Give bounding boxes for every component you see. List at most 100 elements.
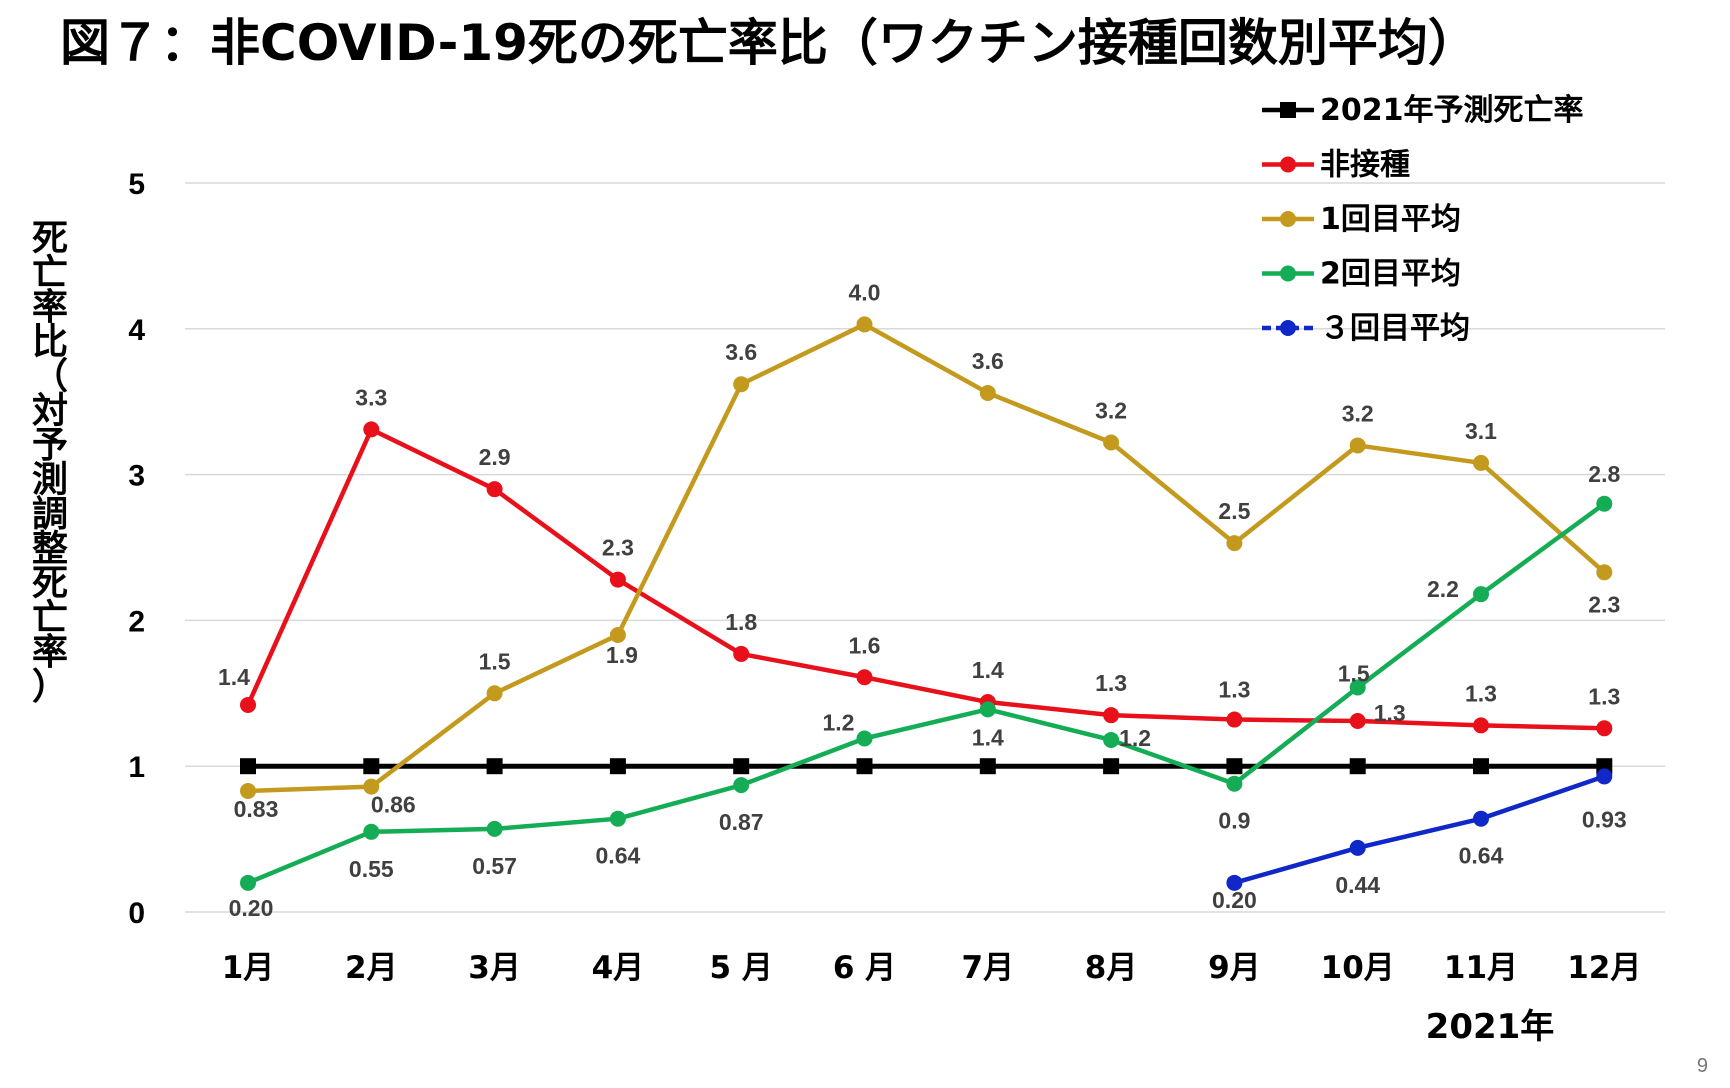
legend-marker — [1280, 320, 1296, 336]
series-lines — [240, 316, 1613, 891]
y-tick-label: 4 — [128, 314, 145, 347]
data-label: 0.83 — [234, 796, 279, 822]
data-label: 1.3 — [1374, 700, 1406, 726]
y-axis-label-char: 予 — [32, 425, 68, 466]
data-label: 2.8 — [1588, 461, 1620, 487]
x-tick-label: 1月 — [222, 950, 275, 986]
data-point — [363, 823, 380, 840]
data-point — [1596, 720, 1613, 737]
data-label: 0.93 — [1582, 806, 1627, 832]
data-label: 4.0 — [849, 279, 881, 305]
x-axis-label: 2021年 — [1426, 1007, 1555, 1047]
y-axis-label-char: 率 — [32, 287, 68, 328]
data-label: 1.9 — [606, 642, 638, 668]
data-point — [1103, 731, 1120, 748]
data-point — [1473, 717, 1489, 734]
x-tick-label: 7月 — [962, 950, 1015, 986]
y-axis-label-char: （ — [32, 356, 68, 397]
x-tick-label: 6 月 — [833, 950, 896, 986]
data-point — [609, 626, 626, 643]
data-point — [1473, 810, 1489, 827]
data-point — [1349, 713, 1366, 730]
legend-item: ３回目平均 — [1262, 311, 1470, 346]
series-line — [1233, 774, 1606, 886]
series-3 — [240, 495, 1613, 891]
data-label: 1.6 — [849, 632, 881, 658]
data-labels: 1.4 3.3 2.9 2.3 1.8 1.6 1.4 1.3 1.3 1.3 1.3 1.3 0.83… — [218, 279, 1627, 920]
data-label: 1.4 — [972, 657, 1004, 683]
data-point — [979, 384, 996, 401]
data-label: 2.3 — [1588, 591, 1620, 617]
series-line — [245, 427, 1605, 731]
y-axis-label-char: 調 — [32, 494, 68, 535]
data-label: 1.8 — [725, 609, 757, 635]
data-point — [733, 376, 750, 393]
data-label: 0.44 — [1335, 872, 1380, 898]
data-point — [1349, 758, 1366, 775]
legend-label: 1回目平均 — [1320, 202, 1461, 237]
data-point — [1103, 707, 1120, 724]
data-point — [486, 820, 503, 837]
data-point — [1226, 711, 1243, 728]
y-axis-label-char: 亡 — [32, 598, 68, 639]
x-tick-label: 4月 — [592, 950, 645, 986]
y-axis-ticks: 0 1 2 3 4 5 — [128, 168, 145, 930]
data-point — [609, 758, 626, 775]
x-axis-ticks: 1月 2月 3月 4月 5 月 6 月 7月 8月 9月 10月 11月 12月 — [222, 950, 1642, 986]
data-label: 3.2 — [1342, 400, 1374, 426]
y-tick-label: 3 — [128, 460, 145, 493]
x-tick-label: 2月 — [345, 950, 398, 986]
legend-item: 2回目平均 — [1262, 257, 1461, 292]
data-point — [1226, 535, 1243, 552]
page-number: 9 — [1697, 1055, 1708, 1077]
series-line — [247, 322, 1606, 794]
y-axis-label-char: ） — [32, 667, 68, 708]
data-point — [733, 758, 750, 775]
x-tick-label: 5 月 — [710, 950, 773, 986]
data-point — [856, 316, 873, 333]
x-tick-label: 11月 — [1444, 950, 1518, 986]
series-0 — [240, 758, 1613, 775]
data-point — [1103, 758, 1120, 775]
data-label: 3.1 — [1465, 418, 1497, 444]
legend-item: 2021年予測死亡率 — [1262, 93, 1584, 128]
y-axis-label-char: 整 — [32, 529, 68, 570]
data-point — [1349, 437, 1366, 454]
legend-label: 2回目平均 — [1320, 257, 1461, 292]
data-point — [240, 874, 256, 891]
data-label: 0.87 — [719, 809, 764, 835]
data-label: 1.4 — [218, 664, 250, 690]
data-label: 2.5 — [1218, 498, 1250, 524]
series-4 — [1226, 768, 1613, 891]
y-axis-label-char: 比 — [32, 322, 68, 363]
data-point — [1596, 768, 1613, 785]
legend-label: 2021年予測死亡率 — [1320, 93, 1584, 128]
legend-marker — [1280, 156, 1296, 173]
data-point — [856, 730, 873, 747]
data-label: 2.3 — [602, 535, 634, 561]
data-label: 0.64 — [596, 843, 641, 869]
y-axis-label-char: 死 — [32, 563, 68, 604]
data-label: 0.64 — [1459, 843, 1504, 869]
data-label: 1.5 — [1338, 660, 1370, 686]
legend-marker — [1280, 102, 1296, 118]
data-point — [733, 645, 750, 662]
data-point — [1103, 434, 1120, 451]
legend-label: ３回目平均 — [1320, 311, 1470, 346]
data-point — [979, 701, 996, 718]
y-tick-label: 1 — [128, 751, 145, 784]
data-point — [363, 421, 380, 438]
data-label: 1.3 — [1218, 677, 1250, 703]
data-point — [733, 777, 750, 794]
data-point — [609, 810, 626, 827]
data-point — [1596, 495, 1613, 512]
y-axis-label-char: 対 — [32, 391, 68, 432]
x-tick-label: 9月 — [1208, 950, 1261, 986]
y-axis-label-char: 亡 — [32, 253, 68, 294]
data-label: 0.86 — [371, 792, 416, 818]
data-label: 3.6 — [972, 348, 1004, 374]
y-tick-label: 5 — [128, 168, 145, 201]
